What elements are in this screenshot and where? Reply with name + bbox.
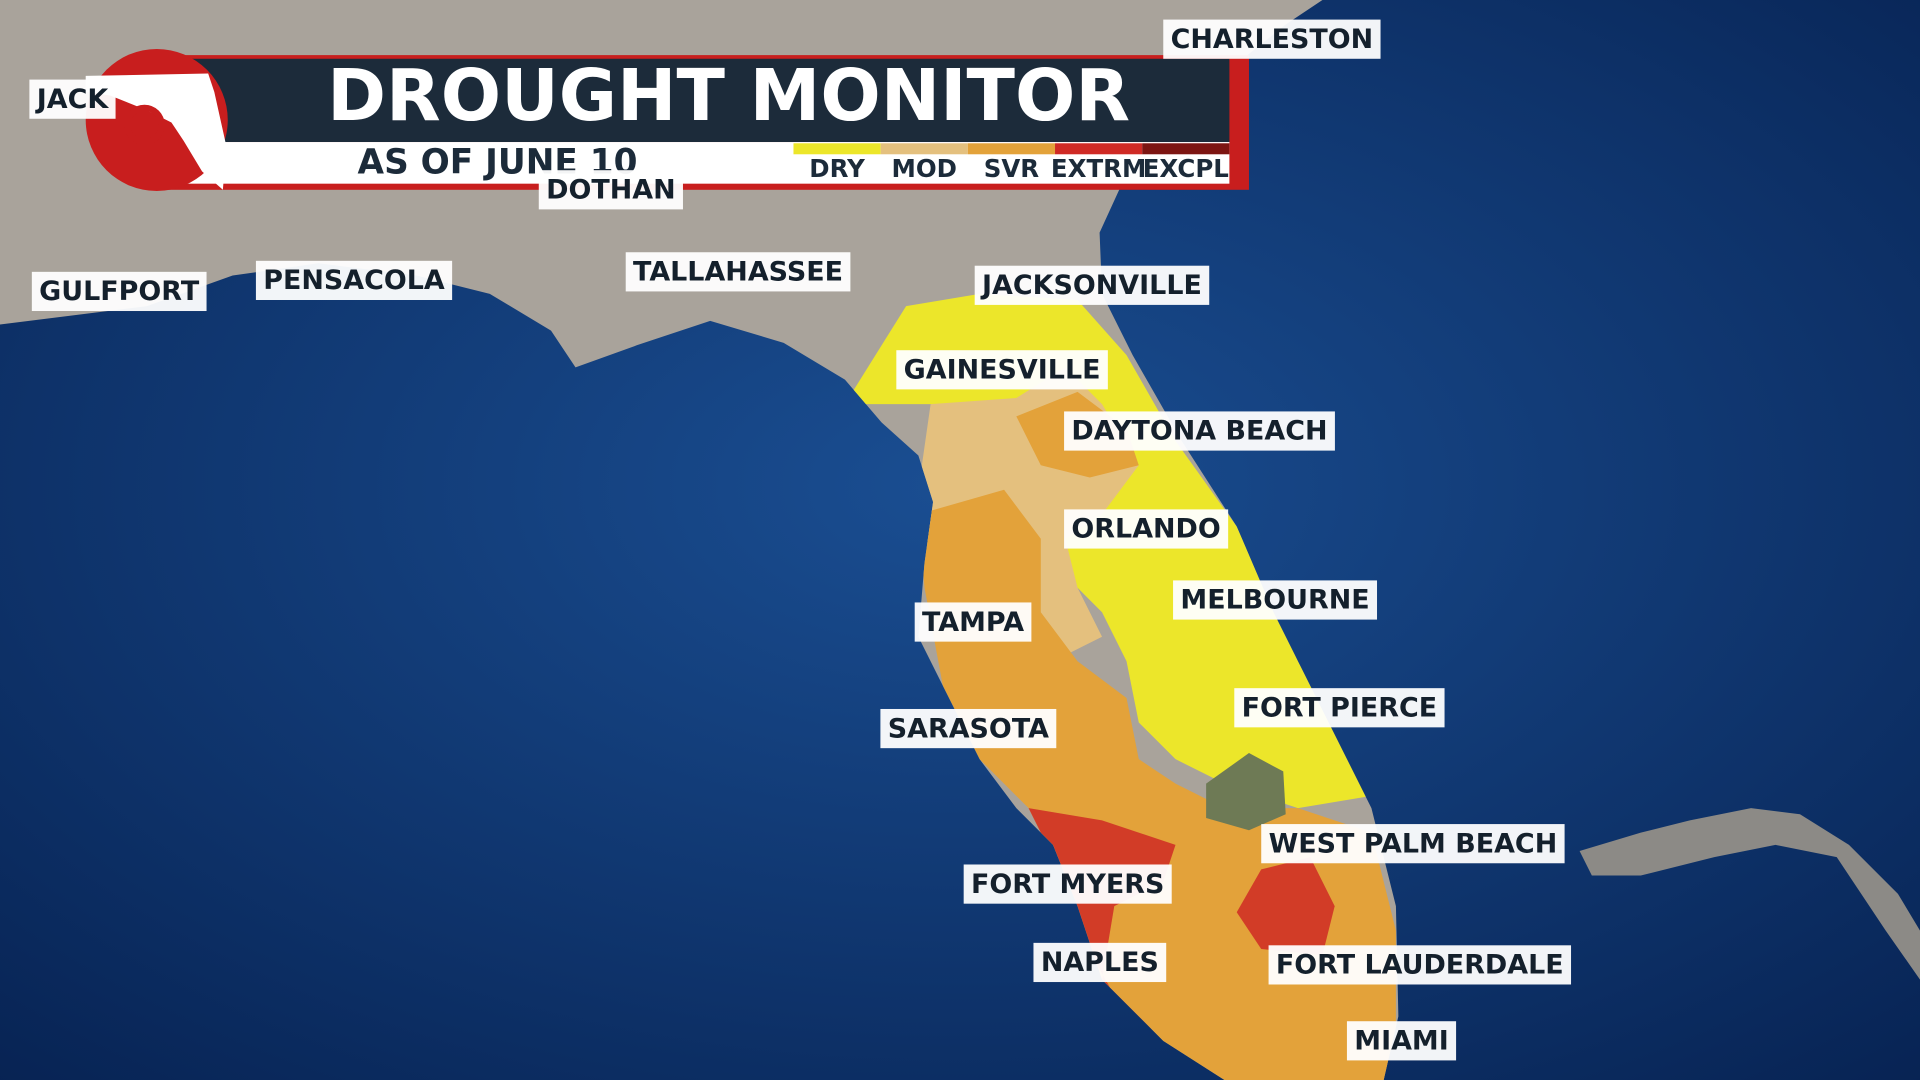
legend-swatch (1142, 143, 1230, 155)
city-label: FORT MYERS (963, 864, 1172, 904)
legend-swatch (967, 143, 1056, 155)
city-name: DAYTONA BEACH (1071, 416, 1327, 447)
city-label-box (914, 602, 1032, 642)
city-name: FORT LAUDERDALE (1276, 950, 1564, 981)
city-label: JACK (29, 79, 116, 119)
city-name: JACK (35, 84, 110, 115)
city-labels: CHARLESTON JACK DOTHAN GULFPORT PENSACOLA TAL… (29, 19, 1572, 1061)
city-name: MIAMI (1354, 1026, 1448, 1057)
city-label: PENSACOLA (255, 260, 453, 300)
legend-swatch (880, 143, 968, 155)
city-name: TALLAHASSEE (633, 257, 843, 288)
city-label-box (1173, 580, 1378, 620)
logo-state (85, 73, 227, 190)
city-label-box (963, 864, 1172, 904)
city-name: SARASOTA (888, 713, 1049, 744)
city-name: CHARLESTON (1171, 24, 1374, 55)
dry-area (844, 293, 1372, 809)
city-name: JACKSONVILLE (980, 270, 1202, 301)
city-label: MIAMI (1346, 1021, 1457, 1061)
city-name: DOTHAN (546, 175, 676, 206)
city-label: GAINESVILLE (896, 350, 1108, 390)
legend-label: SVR (984, 154, 1040, 183)
legend-label: EXTRM (1051, 154, 1146, 183)
city-name: WEST PALM BEACH (1269, 828, 1558, 859)
city-label: CHARLESTON (1163, 19, 1381, 59)
city-name: ORLANDO (1071, 514, 1220, 545)
legend-label: DRY (809, 154, 865, 183)
city-label: TAMPA (914, 602, 1032, 642)
city-label: TALLAHASSEE (625, 252, 851, 292)
city-name: MELBOURNE (1180, 585, 1369, 616)
city-label-box (1163, 19, 1381, 59)
legend-label: EXCPL (1143, 154, 1229, 183)
city-label: DAYTONA BEACH (1064, 411, 1335, 451)
city-label-box (1064, 411, 1335, 451)
city-label-box (880, 708, 1057, 749)
city-name: GAINESVILLE (904, 355, 1101, 386)
city-name: TAMPA (922, 607, 1024, 638)
city-label-box (1346, 1021, 1457, 1061)
header: DROUGHT MONITOR AS OF JUNE 10 DRY MOD SVR E… (85, 48, 1249, 192)
city-label: JACKSONVILLE (974, 265, 1210, 305)
city-label-box (625, 252, 851, 292)
lake (1206, 753, 1286, 831)
city-label: NAPLES (1033, 942, 1167, 983)
city-name: PENSACOLA (263, 265, 445, 296)
city-label-box (1064, 509, 1229, 549)
island (1579, 808, 1920, 980)
city-name: FORT MYERS (971, 869, 1164, 900)
city-label-box (255, 260, 453, 300)
city-label-box (1033, 942, 1167, 983)
city-label-box (29, 79, 116, 119)
city-label: DOTHAN (538, 170, 683, 210)
city-name: GULFPORT (39, 276, 200, 307)
city-label: MELBOURNE (1173, 580, 1378, 620)
city-name: FORT PIERCE (1242, 692, 1438, 723)
city-label-box (31, 271, 207, 312)
city-label-box (896, 350, 1108, 390)
city-label: ORLANDO (1064, 509, 1229, 549)
city-label: FORT PIERCE (1234, 688, 1445, 728)
city-label: GULFPORT (31, 271, 207, 312)
logo-radar (124, 104, 165, 146)
extreme-area (1028, 808, 1176, 1029)
city-label: FORT LAUDERDALE (1268, 945, 1572, 985)
header-title-bar (146, 58, 1230, 143)
city-label: WEST PALM BEACH (1261, 824, 1565, 864)
city-label: SARASOTA (880, 708, 1057, 749)
legend-label: MOD (892, 154, 957, 183)
legend-swatch (793, 143, 881, 155)
extreme-area (1236, 857, 1335, 956)
city-label-box (1268, 945, 1572, 985)
city-label-box (974, 265, 1210, 305)
city-label-box (538, 170, 683, 210)
city-name: NAPLES (1041, 947, 1159, 978)
legend-swatch (1055, 143, 1143, 155)
city-label-box (1261, 824, 1565, 864)
title: DROUGHT MONITOR (327, 54, 1130, 137)
city-label-box (1234, 688, 1445, 728)
